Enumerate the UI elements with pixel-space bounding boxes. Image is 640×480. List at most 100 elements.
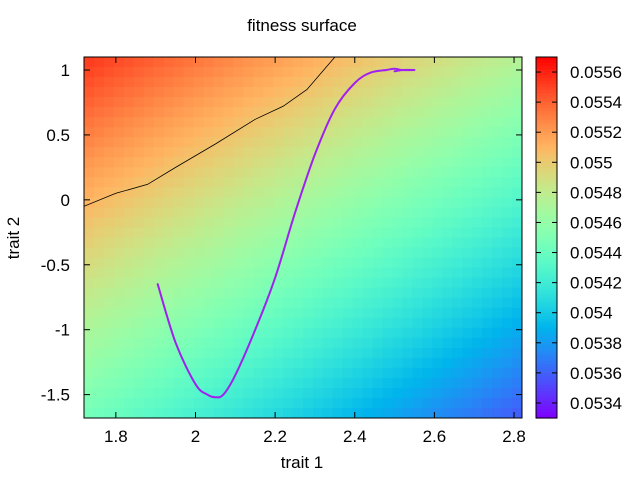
heatmap-cell	[183, 217, 195, 229]
heatmap-cell	[243, 187, 254, 198]
heatmap-cell	[392, 357, 404, 369]
heatmap-cell	[223, 197, 234, 209]
heatmap-cell	[103, 407, 115, 418]
heatmap-cell	[462, 357, 473, 369]
y-tick-label: 1	[61, 61, 70, 80]
heatmap-cell	[372, 407, 384, 418]
plot-frame	[83, 56, 523, 419]
heatmap-cell	[153, 117, 165, 128]
heatmap-cell	[312, 317, 324, 329]
heatmap-cell	[502, 177, 513, 188]
colorbar-cell	[536, 75, 557, 79]
heatmap-cell	[332, 387, 344, 399]
heatmap-cell	[332, 187, 344, 198]
heatmap-cell	[352, 287, 364, 299]
heatmap-cell	[273, 107, 284, 118]
heatmap-cell	[482, 137, 493, 148]
heatmap-cell	[193, 227, 205, 239]
heatmap-cell	[303, 397, 314, 409]
colorbar-cell	[536, 405, 557, 410]
heatmap-cell	[502, 117, 513, 128]
heatmap-cell	[113, 157, 125, 168]
heatmap-cell	[352, 267, 364, 279]
heatmap-cell	[273, 77, 284, 88]
colorbar-cell	[536, 246, 557, 251]
heatmap-cell	[93, 137, 105, 148]
heatmap-cell	[173, 137, 185, 148]
heatmap-cell	[223, 367, 234, 379]
heatmap-cell	[273, 237, 284, 249]
heatmap-cell	[492, 277, 503, 289]
heatmap-surface	[84, 57, 522, 418]
heatmap-cell	[193, 327, 205, 339]
heatmap-cell	[452, 67, 463, 78]
heatmap-cell	[332, 107, 344, 118]
heatmap-cell	[113, 137, 125, 148]
heatmap-cell	[372, 297, 384, 309]
heatmap-cell	[113, 407, 125, 418]
heatmap-cell	[293, 297, 304, 309]
heatmap-cell	[173, 187, 185, 198]
heatmap-cell	[283, 87, 294, 98]
heatmap-cell	[402, 377, 414, 389]
heatmap-cell	[312, 97, 324, 108]
heatmap-cell	[133, 347, 145, 359]
heatmap-cell	[462, 67, 473, 78]
heatmap-cell	[322, 337, 334, 349]
heatmap-cell	[352, 147, 364, 158]
heatmap-cell	[183, 347, 195, 359]
heatmap-cell	[392, 147, 404, 158]
colorbar-cell	[536, 171, 557, 175]
heatmap-cell	[93, 267, 105, 279]
heatmap-cell	[422, 267, 433, 279]
colorbar-cell	[536, 150, 557, 154]
heatmap-cell	[273, 147, 284, 158]
heatmap-cell	[93, 317, 105, 329]
heatmap-cell	[223, 217, 234, 229]
heatmap-cell	[382, 397, 394, 409]
heatmap-cell	[452, 277, 463, 289]
heatmap-cell	[402, 387, 414, 399]
heatmap-cell	[482, 267, 493, 279]
heatmap-cell	[273, 317, 284, 329]
heatmap-cell	[482, 297, 493, 309]
heatmap-cell	[412, 67, 424, 78]
heatmap-cell	[223, 307, 234, 319]
heatmap-cell	[123, 307, 135, 319]
heatmap-cell	[193, 147, 205, 158]
heatmap-cell	[372, 187, 384, 198]
heatmap-cell	[322, 407, 334, 418]
heatmap-cell	[283, 277, 294, 289]
heatmap-cell	[243, 297, 254, 309]
colorbar-tick-label: 0.0554	[570, 93, 622, 112]
heatmap-cell	[253, 197, 264, 209]
heatmap-cell	[432, 127, 443, 138]
heatmap-cell	[412, 347, 424, 359]
heatmap-cell	[502, 407, 513, 418]
heatmap-cell	[193, 337, 205, 349]
colorbar-cell	[536, 165, 557, 169]
heatmap-cell	[442, 57, 453, 68]
heatmap-cell	[303, 67, 314, 78]
heatmap-cell	[412, 117, 424, 128]
heatmap-cell	[342, 217, 354, 229]
heatmap-cell	[312, 137, 324, 148]
heatmap-cell	[84, 177, 95, 188]
colorbar-cell	[536, 363, 557, 368]
heatmap-cell	[512, 357, 522, 369]
heatmap-cell	[492, 217, 503, 229]
heatmap-cell	[113, 377, 125, 389]
heatmap-cell	[113, 167, 125, 178]
colorbar-cell	[536, 297, 557, 302]
heatmap-cell	[293, 147, 304, 158]
heatmap-cell	[392, 367, 404, 379]
heatmap-cell	[123, 397, 135, 409]
heatmap-cell	[143, 407, 155, 418]
heatmap-cell	[133, 297, 145, 309]
heatmap-cell	[422, 297, 433, 309]
colorbar-cell	[536, 153, 557, 157]
heatmap-cell	[462, 147, 473, 158]
heatmap-cell	[133, 407, 145, 418]
heatmap-cell	[422, 217, 433, 229]
heatmap-cell	[382, 287, 394, 299]
